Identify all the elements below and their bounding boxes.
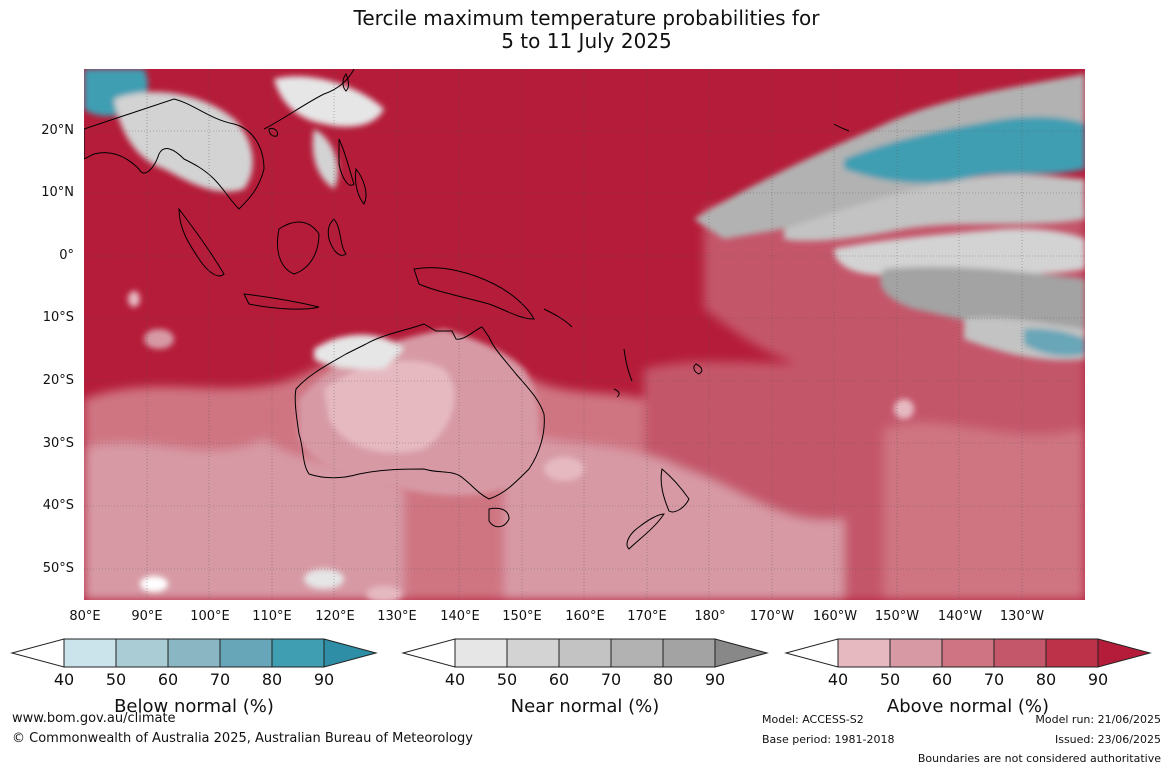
cb-below-tick-80: 80 bbox=[261, 670, 283, 689]
probability-map-svg bbox=[84, 69, 1085, 600]
lon-label-130w: 130°W bbox=[999, 609, 1045, 624]
colorbar-above-normal bbox=[784, 638, 1152, 668]
lon-label-120e: 120°E bbox=[315, 609, 355, 624]
cb-above-tick-80: 80 bbox=[1035, 670, 1057, 689]
cb-near-tick-60: 60 bbox=[548, 670, 570, 689]
lon-label-90e: 90°E bbox=[131, 609, 163, 624]
footer-copyright: © Commonwealth of Australia 2025, Austra… bbox=[12, 731, 473, 746]
footer-boundaries-note: Boundaries are not considered authoritat… bbox=[917, 752, 1161, 765]
cb-above-tick-50: 50 bbox=[879, 670, 901, 689]
cb-near-tick-70: 70 bbox=[600, 670, 622, 689]
colorbar-below-normal bbox=[10, 638, 378, 668]
cb-below-tick-50: 50 bbox=[105, 670, 127, 689]
lon-label-160e: 160°E bbox=[565, 609, 605, 624]
cb-above-title: Above normal (%) bbox=[886, 696, 1050, 717]
footer-url[interactable]: www.bom.gov.au/climate bbox=[12, 711, 176, 726]
lon-label-170w: 170°W bbox=[749, 609, 795, 624]
probability-map bbox=[84, 69, 1085, 600]
lat-label-20s: 20°S bbox=[42, 373, 74, 388]
cb-above-tick-40: 40 bbox=[827, 670, 849, 689]
cb-near-tick-50: 50 bbox=[496, 670, 518, 689]
footer-issued: Issued: 23/06/2025 bbox=[1054, 733, 1161, 746]
cb-near-title: Near normal (%) bbox=[510, 696, 660, 717]
lat-label-50s: 50°S bbox=[42, 561, 74, 576]
lon-label-150w: 150°W bbox=[874, 609, 920, 624]
lon-label-80e: 80°E bbox=[69, 609, 101, 624]
se-asia-shading bbox=[84, 69, 384, 192]
cb-above-tick-70: 70 bbox=[983, 670, 1005, 689]
australia-interior-shading bbox=[299, 329, 539, 496]
chart-title-line1: Tercile maximum temperature probabilitie… bbox=[353, 6, 820, 30]
cb-near-tick-90: 90 bbox=[704, 670, 726, 689]
chart-title-line2: 5 to 11 July 2025 bbox=[501, 29, 672, 53]
lat-label-10s: 10°S bbox=[42, 310, 74, 325]
cb-below-tick-70: 70 bbox=[209, 670, 231, 689]
lon-label-110e: 110°E bbox=[252, 609, 292, 624]
map-gridlines bbox=[84, 69, 1085, 600]
north-pacific-shading bbox=[694, 74, 1085, 361]
cb-below-tick-90: 90 bbox=[313, 670, 335, 689]
lon-label-150e: 150°E bbox=[502, 609, 542, 624]
footer-model-run: Model run: 21/06/2025 bbox=[1035, 713, 1161, 726]
lon-label-100e: 100°E bbox=[190, 609, 230, 624]
lon-label-170e: 170°E bbox=[627, 609, 667, 624]
lon-label-160w: 160°W bbox=[812, 609, 858, 624]
cb-near-tick-80: 80 bbox=[652, 670, 674, 689]
cb-below-tick-60: 60 bbox=[157, 670, 179, 689]
cb-above-tick-90: 90 bbox=[1087, 670, 1109, 689]
lon-label-140e: 140°E bbox=[440, 609, 480, 624]
cb-below-title: Below normal (%) bbox=[114, 696, 274, 717]
footer-model: Model: ACCESS-S2 bbox=[762, 713, 864, 726]
lon-label-180: 180° bbox=[694, 609, 726, 624]
colorbar-near-normal bbox=[401, 638, 769, 668]
cb-above-tick-60: 60 bbox=[931, 670, 953, 689]
coastlines bbox=[84, 69, 850, 550]
lat-label-40s: 40°S bbox=[42, 498, 74, 513]
cb-near-tick-40: 40 bbox=[444, 670, 466, 689]
lat-label-10n: 10°N bbox=[41, 185, 74, 200]
lon-label-140w: 140°W bbox=[937, 609, 983, 624]
footer-base-period: Base period: 1981-2018 bbox=[762, 733, 895, 746]
scattered-pale-patches bbox=[128, 291, 914, 600]
lat-label-0: 0° bbox=[59, 248, 74, 263]
lon-label-130e: 130°E bbox=[377, 609, 417, 624]
cb-below-tick-40: 40 bbox=[53, 670, 75, 689]
lat-label-30s: 30°S bbox=[42, 436, 74, 451]
lat-label-20n: 20°N bbox=[41, 123, 74, 138]
